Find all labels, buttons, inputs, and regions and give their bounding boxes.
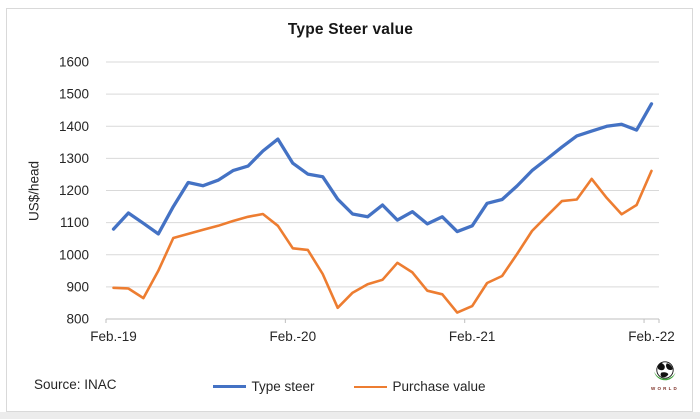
y-tick-label: 1100 <box>60 215 89 230</box>
series-line-purchase-value <box>112 169 653 314</box>
legend-line-sample <box>213 385 247 388</box>
y-tick-label: 1600 <box>59 55 89 70</box>
x-tick-label: Feb.-21 <box>449 329 496 344</box>
y-axis-title: US$/head <box>26 160 42 222</box>
y-tick-label: 900 <box>66 279 89 294</box>
legend-item-purchase-value: Purchase value <box>354 379 486 394</box>
chart-area: 1600 1500 1400 1300 1200 1100 1000 900 800 Feb.-1… <box>6 8 693 412</box>
legend-label: Type steer <box>251 379 315 394</box>
y-tick-label: 1300 <box>59 151 89 166</box>
x-tick-label: Feb.-20 <box>270 329 317 344</box>
y-tick-label: 1000 <box>59 247 89 262</box>
y-tick-label: 800 <box>66 312 89 327</box>
x-tick-label: Feb.-19 <box>90 329 137 344</box>
source-note: Source: INAC <box>34 377 117 392</box>
y-tick-label: 1500 <box>59 87 89 102</box>
globe-icon <box>654 361 676 381</box>
y-tick-label: 1200 <box>59 183 89 198</box>
chart-title: Type Steer value <box>287 21 414 38</box>
window-bottom-edge <box>0 412 700 419</box>
legend-item-type-steer: Type steer <box>213 379 314 394</box>
series-line-type-steer <box>111 102 654 236</box>
x-tick-label: Feb.-22 <box>628 329 675 344</box>
publisher-logo: WORLD <box>645 361 685 391</box>
legend-line-sample <box>354 385 388 388</box>
logo-text: WORLD <box>651 386 679 391</box>
chart-legend: Type steer Purchase value <box>7 379 692 394</box>
legend-label: Purchase value <box>392 379 486 394</box>
y-tick-label: 1400 <box>59 119 89 134</box>
